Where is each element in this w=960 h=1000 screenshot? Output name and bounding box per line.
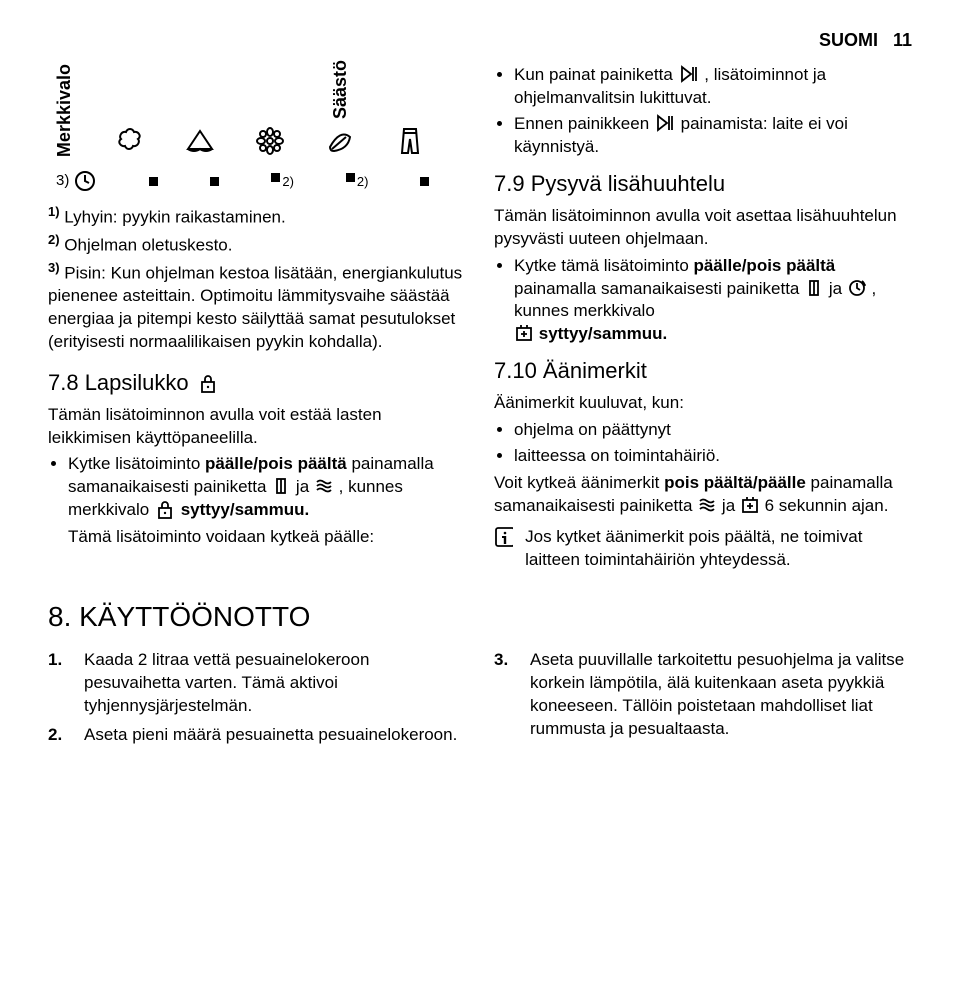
fn1-sup: 1) [48,204,60,219]
page-number: 11 [893,30,912,50]
s78-p2: Tämä lisätoiminto voidaan kytkeä päälle: [68,526,466,549]
sq2 [210,177,219,186]
marker-3: 3) [56,171,69,191]
s710-li1: ohjelma on päättynyt [514,419,912,442]
s79-p1: Tämän lisätoiminnon avulla voit asettaa … [494,205,912,251]
sq3 [271,173,280,182]
clock-icon [73,169,97,193]
rinse-icon [740,495,760,515]
lock-icon [154,499,176,519]
s8-item3: 3.Aseta puuvillalle tarkoitettu pesuohje… [494,649,912,741]
sq1 [149,177,158,186]
info-text: Jos kytket äänimerkit pois päältä, ne to… [525,526,912,572]
spin-icon [697,495,717,515]
s78-li1: Kytke lisätoiminto päälle/pois päältä pa… [68,453,466,522]
rinse-icon [514,323,534,343]
rt-li2: Ennen painikkeen painamista: laite ei vo… [514,113,912,159]
s8-ol-left: 1.Kaada 2 litraa vettä pesuainelokeroon … [48,649,466,747]
section-8-columns: 1.Kaada 2 litraa vettä pesuainelokeroon … [48,649,912,753]
s8-left: 1.Kaada 2 litraa vettä pesuainelokeroon … [48,649,466,753]
section-7-9-title: 7.9 Pysyvä lisähuuhtelu [494,169,912,199]
fn3-sup: 3) [48,260,60,275]
leaf-icon [324,125,356,157]
marker-row: 3) 2) 2) [48,169,466,193]
jeans-icon [394,125,426,157]
rt-li1: Kun painat painiketta , lisätoiminnot ja… [514,64,912,110]
play-pause-icon [654,113,676,133]
left-column: Merkkivalo Säästö 3) 2) 2) 1) Lyhyin: py… [48,60,466,575]
cotton-icon [114,125,146,157]
fn1: Lyhyin: pyykin raikastaminen. [60,208,286,227]
play-pause-icon [678,64,700,84]
eco-column: Säästö [324,60,356,157]
s79-li1: Kytke tämä lisätoiminto päälle/pois pääl… [514,255,912,347]
section-7-8-title: 7.8 Lapsilukko [48,368,466,398]
fn2-sup: 2) [48,232,60,247]
s710-p1: Äänimerkit kuuluvat, kun: [494,392,912,415]
sq5 [420,177,429,186]
info-box: Jos kytket äänimerkit pois päältä, ne to… [494,526,912,576]
section-7-10-title: 7.10 Äänimerkit [494,356,912,386]
section-8-title: 8. KÄYTTÖÖNOTTO [48,598,912,636]
s710-list: ohjelma on päättynyt laitteessa on toimi… [494,419,912,468]
sq4 [346,173,355,182]
sup2a: 2) [282,173,294,191]
fn2: Ohjelman oletuskesto. [60,236,233,255]
footnotes: 1) Lyhyin: pyykin raikastaminen. 2) Ohje… [48,203,466,354]
lang-label: SUOMI [819,30,878,50]
s8-ol-right: 3.Aseta puuvillalle tarkoitettu pesuohje… [494,649,912,741]
clock2-icon [847,278,867,298]
saasto-label: Säästö [328,60,352,119]
main-columns: Merkkivalo Säästö 3) 2) 2) 1) Lyhyin: py… [48,60,912,575]
right-column: Kun painat painiketta , lisätoiminnot ja… [494,60,912,575]
right-top-list: Kun painat painiketta , lisätoiminnot ja… [494,64,912,159]
s8-item1: 1.Kaada 2 litraa vettä pesuainelokeroon … [48,649,466,718]
s8-right: 3.Aseta puuvillalle tarkoitettu pesuohje… [494,649,912,753]
s710-li2: laitteessa on toimintahäiriö. [514,445,912,468]
s710-p2: Voit kytkeä äänimerkit pois päältä/pääll… [494,472,912,518]
spin-icon [314,476,334,496]
delicate-icon [184,125,216,157]
lock-icon [197,373,219,393]
merkkivalo-label: Merkkivalo [52,64,76,157]
page-header: SUOMI 11 [48,28,912,52]
info-icon [494,526,513,556]
temp-icon [804,278,824,298]
s79-list: Kytke tämä lisätoiminto päälle/pois pääl… [494,255,912,347]
s8-item2: 2.Aseta pieni määrä pesuainetta pesuaine… [48,724,466,747]
s78-list: Kytke lisätoiminto päälle/pois päältä pa… [48,453,466,522]
icon-header-row: Merkkivalo Säästö [48,60,466,157]
temp-icon [271,476,291,496]
flower-icon [254,125,286,157]
sup2b: 2) [357,173,369,191]
fn3: Pisin: Kun ohjelman kestoa lisätään, ene… [48,263,462,351]
s78-p1: Tämän lisätoiminnon avulla voit estää la… [48,404,466,450]
